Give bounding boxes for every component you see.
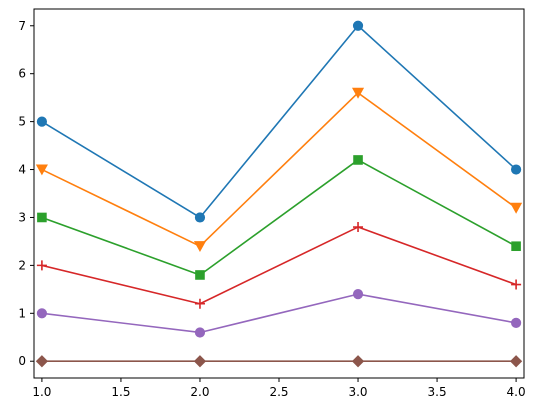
y-tick-label-6: 5 — [18, 115, 26, 129]
series-2-line — [40, 92, 518, 248]
series-5-point-1 — [36, 308, 48, 319]
y-tick-label-8: 7 — [18, 19, 26, 33]
series-2-point-3 — [351, 87, 365, 99]
series-2-point-4 — [510, 202, 523, 214]
series-5-line — [41, 293, 518, 334]
axes-layer: 1.0 1.5 2.0 2.5 3.0 3.5 4.0 0 1 2 3 4 5 6 7 — [18, 8, 526, 399]
series-5-point-3 — [352, 289, 364, 300]
series-4-point-4 — [511, 279, 522, 290]
x-tick-label-3: 2.0 — [190, 385, 209, 399]
series-3 — [37, 155, 521, 280]
series-2 — [35, 87, 523, 253]
series-6-point-2 — [193, 355, 207, 368]
series-4-line — [40, 226, 518, 305]
series-4 — [36, 222, 522, 309]
series-3-line — [40, 159, 518, 276]
y-tick-label-7: 6 — [18, 67, 26, 81]
y-tick-label-4: 3 — [18, 210, 26, 224]
y-tick-label-3: 2 — [18, 258, 26, 272]
series-2-point-1 — [35, 164, 48, 176]
series-2-point-2 — [193, 241, 207, 253]
series-4-point-3 — [353, 222, 364, 233]
series-4-point-2 — [194, 298, 205, 309]
series-layer — [35, 20, 523, 368]
series-4-point-1 — [36, 260, 47, 271]
series-3-point-4 — [511, 241, 521, 252]
series-1-line — [40, 24, 518, 219]
series-1 — [36, 20, 522, 223]
series-1-point-1 — [36, 116, 48, 127]
series-5 — [36, 289, 522, 338]
series-6-point-1 — [35, 355, 49, 368]
y-tick-label-2: 1 — [18, 306, 26, 320]
y-tick-label-1: 0 — [18, 354, 26, 368]
x-tick-label-2: 1.5 — [111, 385, 130, 399]
y-tick-label-5: 4 — [18, 163, 26, 177]
x-tick-label-7: 4.0 — [507, 385, 526, 399]
x-tick-label-4: 2.5 — [269, 385, 288, 399]
series-5-point-4 — [510, 317, 522, 328]
series-6-point-3 — [351, 355, 365, 368]
series-6-point-4 — [509, 355, 523, 368]
x-tick-label-1: 1.0 — [32, 385, 51, 399]
series-3-point-3 — [353, 155, 363, 165]
x-tick-label-5: 3.0 — [348, 385, 367, 399]
series-1-point-4 — [510, 164, 522, 175]
x-tick-label-6: 3.5 — [428, 385, 447, 399]
series-5-point-2 — [194, 327, 206, 338]
series-1-point-2 — [194, 212, 206, 223]
series-1-point-3 — [352, 20, 364, 31]
series-6 — [35, 355, 523, 368]
series-3-point-1 — [37, 212, 47, 223]
series-3-point-2 — [195, 270, 205, 280]
